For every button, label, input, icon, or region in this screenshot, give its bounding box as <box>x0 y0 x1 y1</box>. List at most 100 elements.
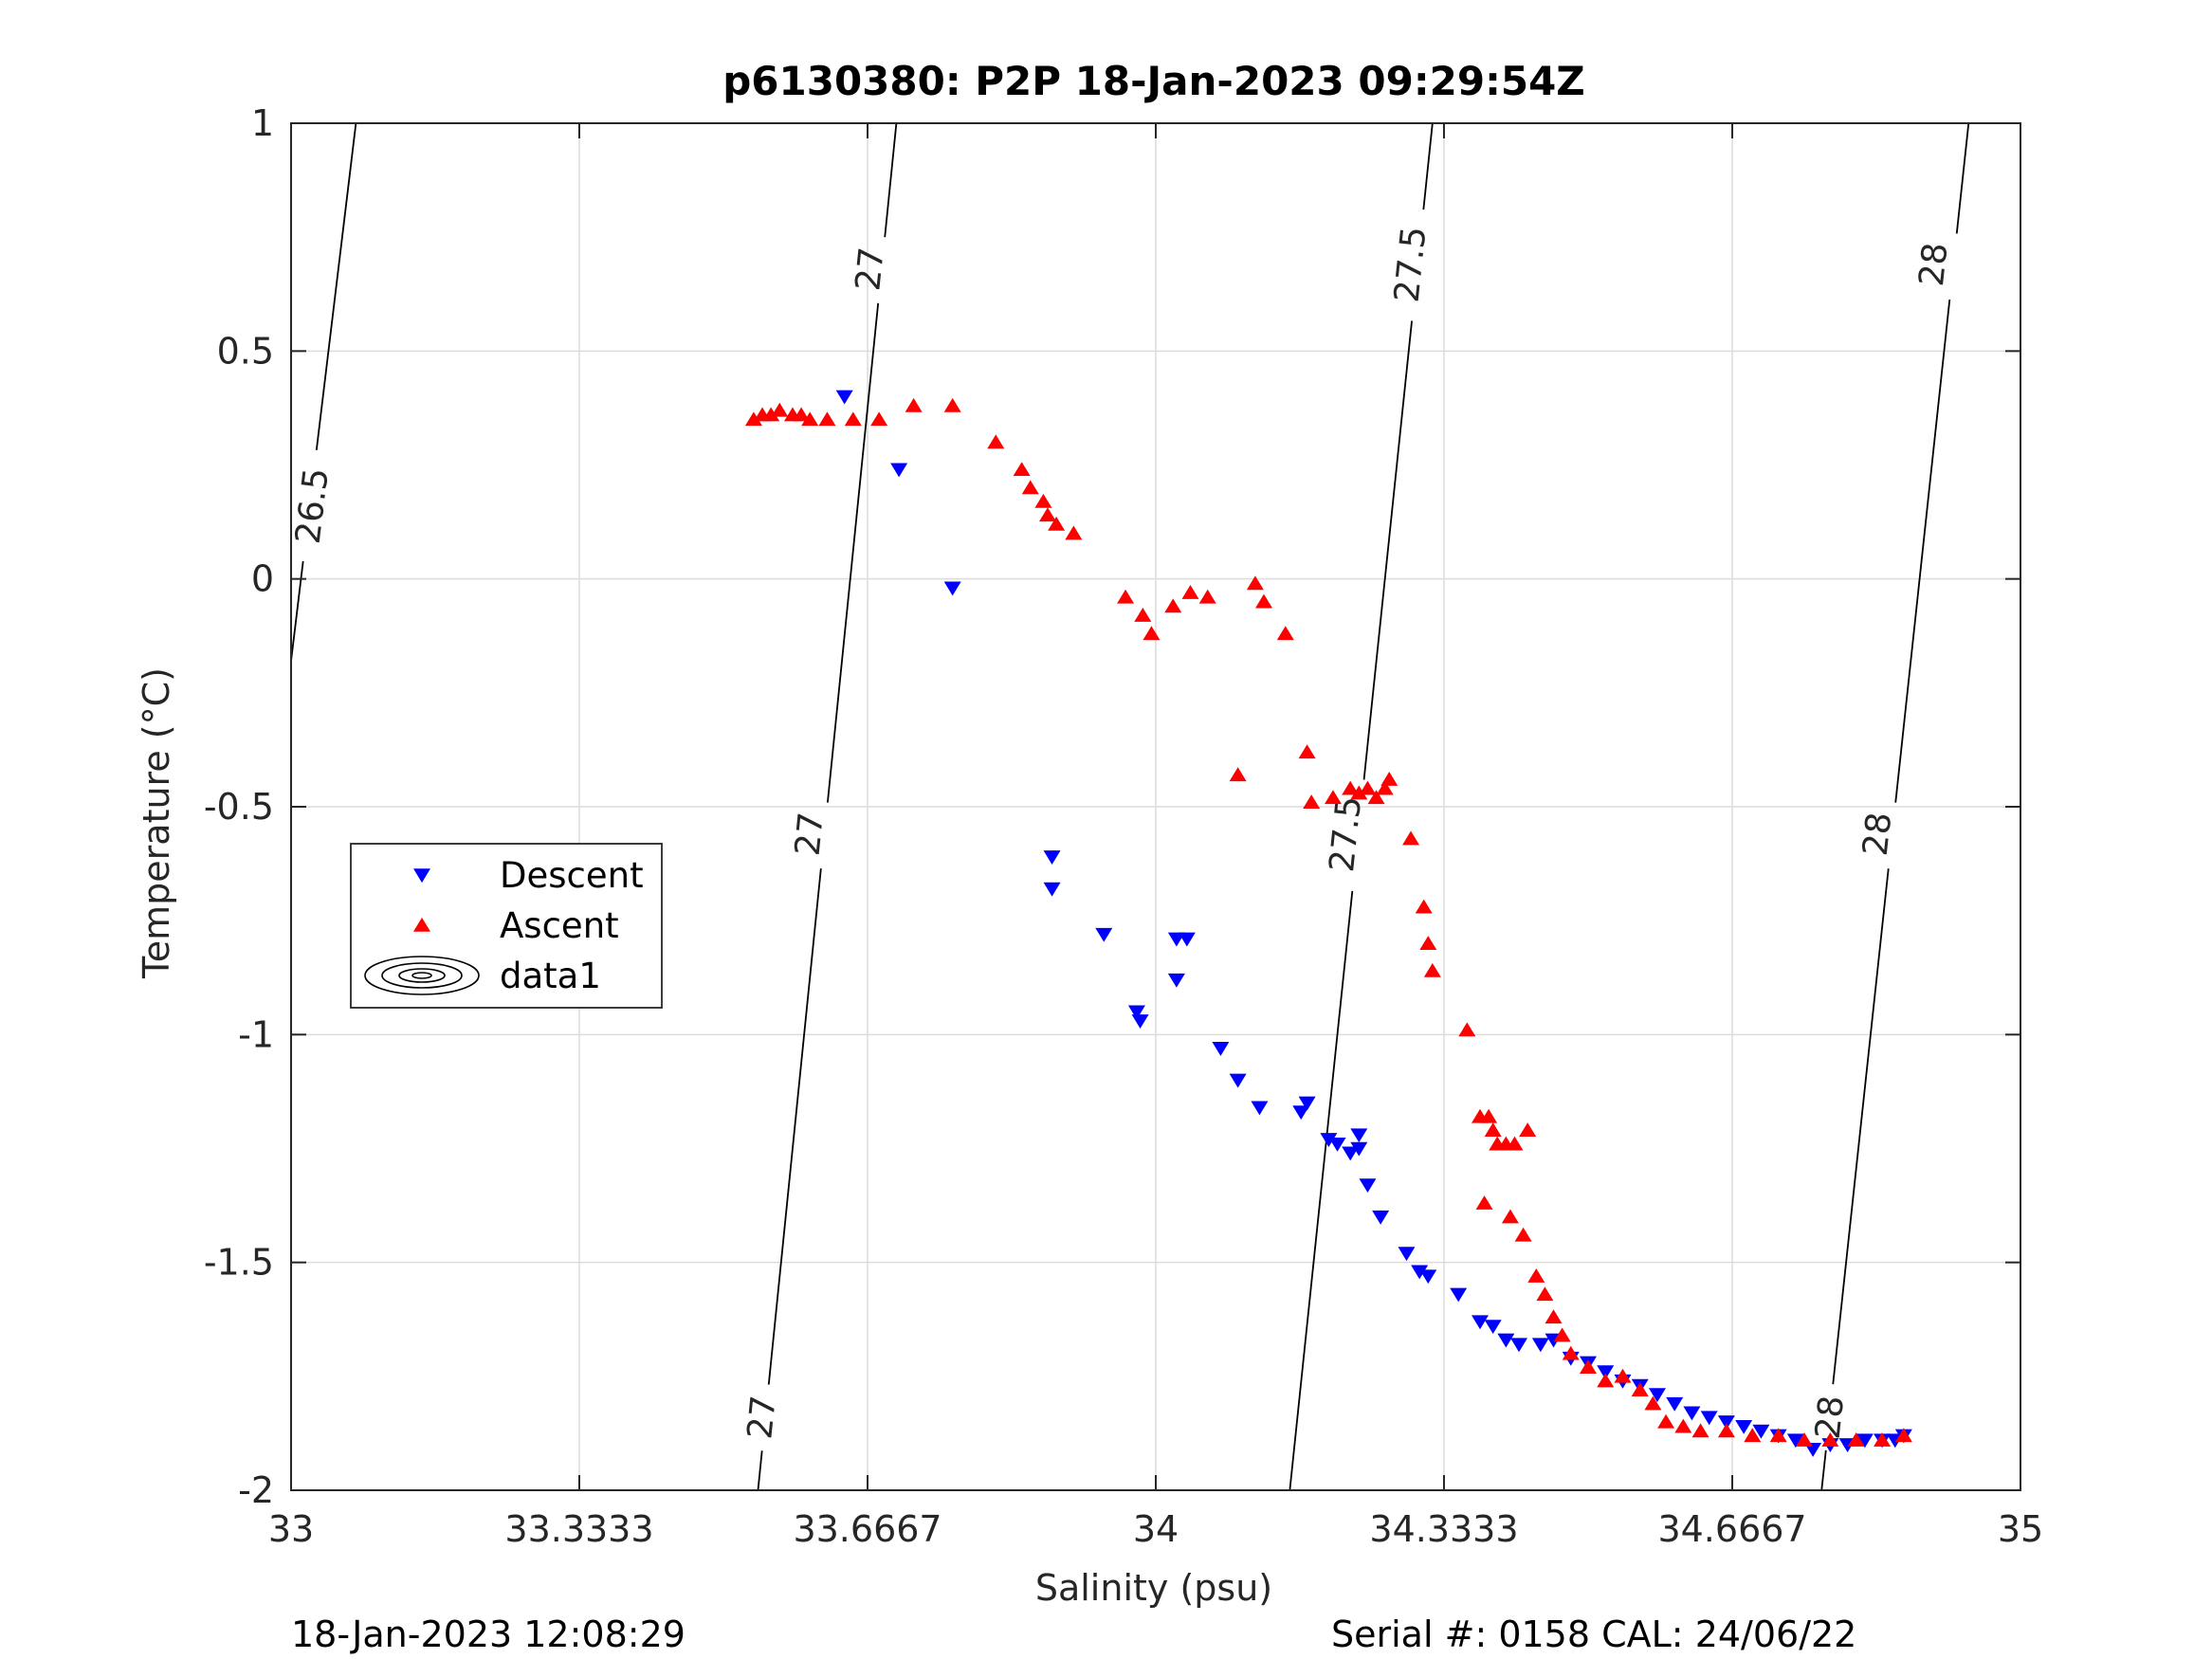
y-tick-label: -1 <box>238 1013 274 1055</box>
ascent-point <box>1562 1345 1580 1360</box>
ascent-point <box>1614 1368 1632 1383</box>
ascent-point <box>1847 1432 1865 1447</box>
legend-label-ascent: Ascent <box>500 905 619 946</box>
descent-point <box>1229 1073 1247 1088</box>
descent-point <box>1510 1338 1528 1353</box>
isopycnal-line-27.5 <box>1422 122 1434 210</box>
ascent-point <box>1631 1382 1649 1397</box>
grid <box>290 122 2021 1491</box>
legend-box <box>350 843 663 1009</box>
ascent-point <box>1034 493 1052 508</box>
x-tick-label: 34.6667 <box>1657 1508 1806 1550</box>
descent-point <box>1320 1133 1338 1147</box>
descent-point <box>1497 1333 1515 1348</box>
x-tick-label: 33 <box>268 1508 314 1550</box>
ascent-point <box>1821 1432 1839 1447</box>
ascent-point <box>1691 1423 1709 1438</box>
descent-point <box>1484 1320 1502 1335</box>
ascent-point <box>1350 785 1368 800</box>
descent-point <box>1411 1265 1429 1280</box>
descent-point <box>1292 1105 1310 1121</box>
isopycnal-line-27 <box>884 122 898 238</box>
isopycnal-line-27 <box>767 868 822 1385</box>
descent-point <box>1328 1137 1346 1152</box>
ascent-point <box>1198 589 1216 604</box>
ascent-point <box>1324 790 1342 805</box>
ascent-point <box>1246 575 1264 591</box>
legend-contour-icon <box>381 962 463 989</box>
ascent-point <box>1545 1309 1563 1324</box>
descent-point <box>1342 1146 1360 1161</box>
descent-point <box>1350 1141 1368 1157</box>
isopycnal-line-27.5 <box>1362 320 1413 780</box>
descent-point <box>1359 1178 1377 1194</box>
ascent-point <box>1021 480 1039 495</box>
ascent-point <box>1674 1418 1692 1433</box>
ascent-point <box>1367 790 1385 805</box>
descent-point <box>1298 1096 1316 1111</box>
isopycnal-line-27 <box>757 1450 763 1491</box>
ascent-point <box>905 397 923 412</box>
descent-point <box>1043 850 1061 865</box>
ascent-point <box>1402 830 1420 846</box>
legend-label-data1: data1 <box>500 956 601 996</box>
x-tick-label: 34.3333 <box>1369 1508 1518 1550</box>
descent-point <box>1856 1433 1874 1449</box>
ascent-point <box>1874 1432 1892 1447</box>
ascent-point <box>1657 1413 1675 1429</box>
ascent-point <box>1359 780 1377 795</box>
ascent-point <box>1553 1327 1571 1342</box>
ascent-point <box>1527 1267 1545 1283</box>
x-tick-label: 33.6667 <box>793 1508 941 1550</box>
ascent-point <box>943 397 961 412</box>
data-markers <box>744 390 1912 1457</box>
isopycnal-label-27.5: 27.5 <box>1387 225 1434 304</box>
ascent-point <box>1255 593 1272 609</box>
isopycnal-line-26.5 <box>315 122 357 450</box>
ascent-point <box>1506 1136 1524 1151</box>
ascent-point <box>1376 780 1394 795</box>
isopycnal-label-27.5: 27.5 <box>1323 794 1369 874</box>
legend: Descent Ascent data1 <box>350 843 663 1009</box>
ascent-point <box>1894 1428 1912 1443</box>
ascent-point <box>1458 1022 1476 1037</box>
ascent-point <box>1164 598 1182 613</box>
descent-point <box>1472 1315 1489 1330</box>
ascent-point <box>1717 1423 1735 1438</box>
descent-point <box>835 390 853 405</box>
descent-point <box>1398 1247 1416 1262</box>
ascent-point <box>1229 767 1247 782</box>
descent-point <box>890 463 908 478</box>
y-tick-label: -1.5 <box>204 1242 274 1284</box>
ascent-point <box>762 407 780 422</box>
descent-point <box>1735 1419 1753 1434</box>
axes: 33 33.3333 33.6667 34 34.3333 34.6667 35 -2 -1.5… <box>204 102 2043 1550</box>
descent-point <box>1167 973 1185 988</box>
ascent-point <box>1039 507 1056 522</box>
x-tick-label: 34 <box>1133 1508 1179 1550</box>
ascent-point <box>1484 1122 1502 1138</box>
ascent-point <box>1143 626 1161 641</box>
isopycnal-line-28 <box>1955 122 1970 234</box>
ascent-point <box>1597 1373 1615 1388</box>
isopycnal-label-27: 27 <box>788 811 831 858</box>
ascent-point <box>744 411 762 427</box>
ascent-point <box>844 411 862 427</box>
descent-point <box>1450 1287 1468 1303</box>
ascent-point <box>1048 516 1066 531</box>
legend-marker-ascent <box>413 917 430 932</box>
descent-point <box>1372 1210 1390 1225</box>
isopycnal-line-28 <box>1832 868 1890 1385</box>
descent-point <box>943 581 961 596</box>
descent-point <box>1531 1338 1549 1353</box>
legend-contour-icon <box>364 956 480 995</box>
legend-label-descent: Descent <box>500 855 644 896</box>
ascent-point <box>1342 780 1360 795</box>
ascent-point <box>1536 1286 1554 1302</box>
descent-point <box>1752 1424 1770 1439</box>
ascent-point <box>1298 744 1316 759</box>
descent-point <box>1717 1415 1735 1430</box>
ascent-point <box>818 411 836 427</box>
